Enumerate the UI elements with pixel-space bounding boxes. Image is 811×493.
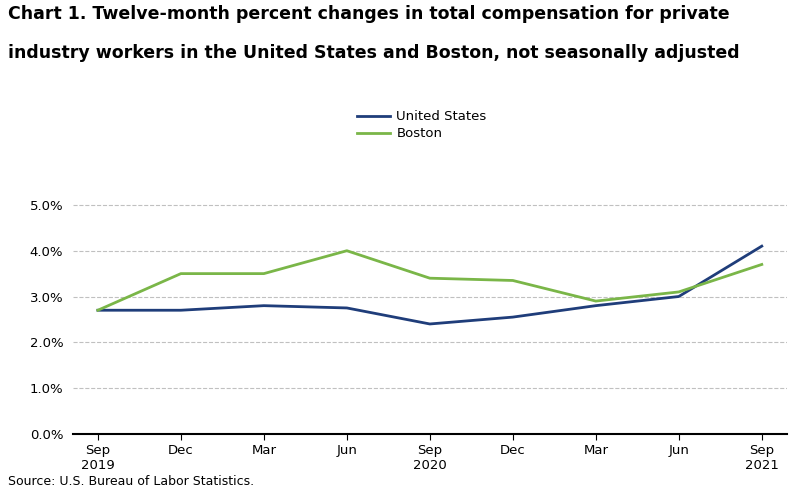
Text: Source: U.S. Bureau of Labor Statistics.: Source: U.S. Bureau of Labor Statistics.	[8, 475, 254, 488]
Text: Chart 1. Twelve-month percent changes in total compensation for private: Chart 1. Twelve-month percent changes in…	[8, 5, 730, 23]
Text: industry workers in the United States and Boston, not seasonally adjusted: industry workers in the United States an…	[8, 44, 740, 63]
Legend: United States, Boston: United States, Boston	[351, 105, 492, 146]
